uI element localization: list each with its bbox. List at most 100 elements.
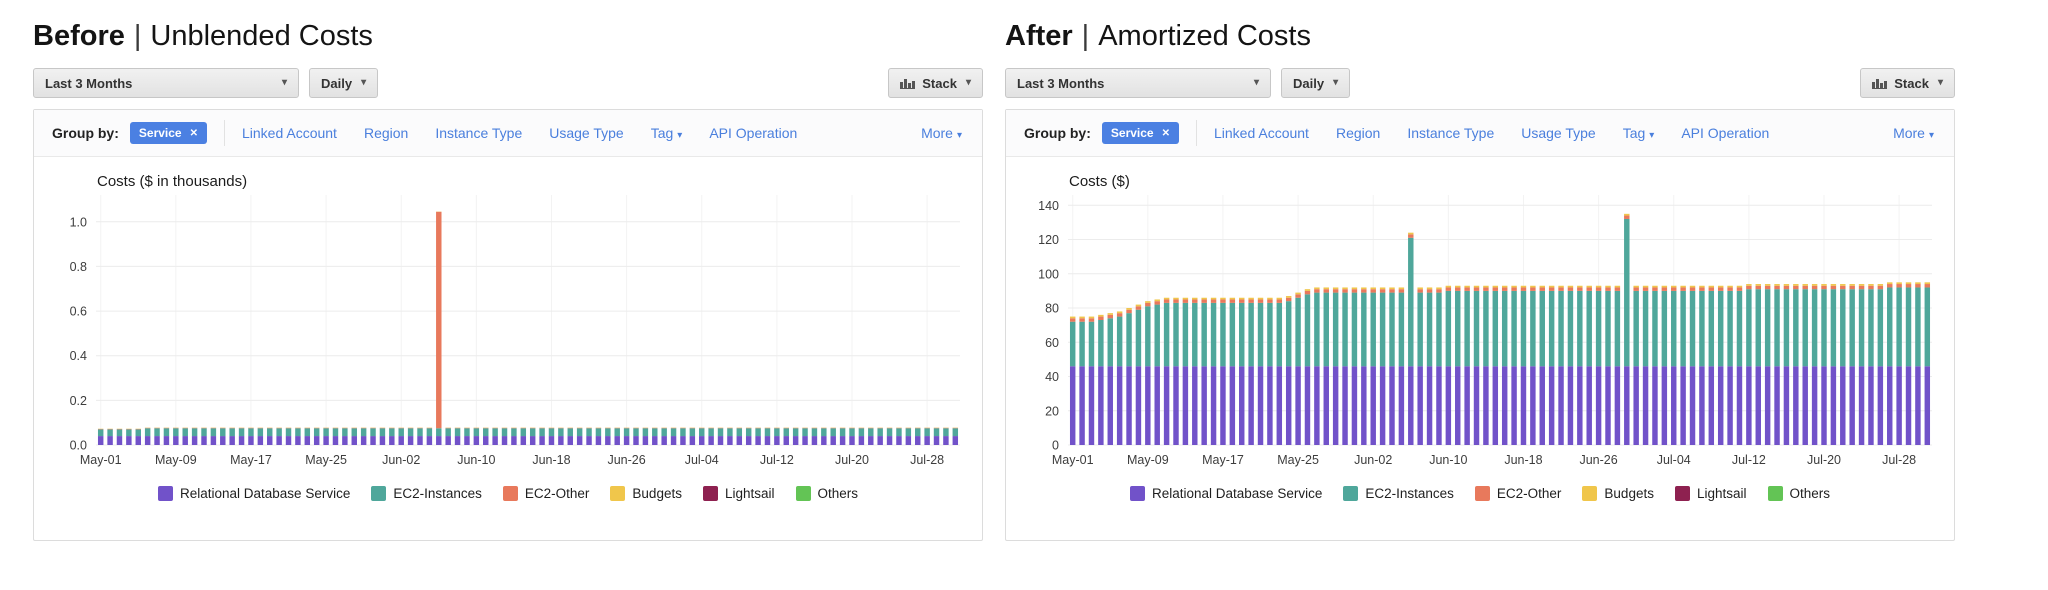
chevron-down-icon: ▾ <box>1333 77 1339 88</box>
close-icon[interactable]: ✕ <box>189 127 198 139</box>
bar-segment <box>220 428 226 437</box>
bar-segment <box>595 436 602 445</box>
legend-label: EC2-Other <box>524 486 590 501</box>
bar-segment <box>1417 292 1423 367</box>
controls-row: Last 3 Months ▾ Daily ▾ Stack ▾ <box>33 68 983 98</box>
bar-segment <box>1652 285 1658 288</box>
y-axis-title: Costs ($) <box>1069 173 1130 190</box>
bar-segment <box>1389 287 1395 290</box>
bar-segment <box>1802 366 1808 445</box>
bar-segment <box>642 428 649 437</box>
divider <box>1195 120 1197 146</box>
group-by-link-usage-type[interactable]: Usage Type <box>549 125 624 141</box>
bar-segment <box>492 436 498 445</box>
bar-segment <box>1295 297 1301 367</box>
bar-segment <box>1229 297 1236 300</box>
bar-segment <box>1408 232 1414 235</box>
bar-segment <box>116 429 123 437</box>
bar-segment <box>1473 285 1480 288</box>
bar-segment <box>1915 282 1921 285</box>
granularity-dropdown[interactable]: Daily ▾ <box>309 68 379 98</box>
bar-segment <box>1595 290 1602 367</box>
bar-segment <box>1774 284 1780 286</box>
chart-type-dropdown[interactable]: Stack ▾ <box>1860 68 1955 98</box>
bar-segment <box>1520 366 1527 445</box>
bar-segment <box>1276 366 1283 445</box>
bar-segment <box>1783 285 1790 290</box>
x-tick-label: Jul-28 <box>1882 453 1916 467</box>
group-by-link-api-operation[interactable]: API Operation <box>1681 125 1770 141</box>
bar-segment <box>1323 289 1329 293</box>
bar-segment <box>755 436 761 445</box>
bar-segment <box>717 428 724 437</box>
group-by-chip-service[interactable]: Service ✕ <box>1101 122 1179 144</box>
group-by-link-region[interactable]: Region <box>363 125 409 141</box>
group-by-link-tag[interactable]: Tag ▾ <box>1623 125 1655 141</box>
chevron-down-icon: ▾ <box>281 77 287 88</box>
group-by-link-linked-account[interactable]: Linked Account <box>1213 125 1309 141</box>
bar-segment <box>1248 302 1254 367</box>
y-tick-label: 100 <box>1038 267 1059 281</box>
bar-segment <box>295 428 301 437</box>
group-by-link-usage-type[interactable]: Usage Type <box>1521 125 1596 141</box>
bar-segment <box>1821 285 1827 290</box>
bar-segment <box>736 428 743 437</box>
bar-segment <box>144 436 151 445</box>
bar-segment <box>1239 297 1245 300</box>
bar-segment <box>1840 285 1846 290</box>
title-bold: Before <box>33 20 125 52</box>
bar-segment <box>1436 292 1442 367</box>
group-by-link-api-operation[interactable]: API Operation <box>709 125 798 141</box>
group-by-link-instance-type[interactable]: Instance Type <box>1407 125 1495 141</box>
bar-segment <box>248 428 254 437</box>
bar-segment <box>924 436 930 445</box>
bar-segment <box>595 428 602 437</box>
bar-segment <box>1088 316 1095 319</box>
bar-segment <box>1802 284 1808 286</box>
legend-swatch <box>1343 486 1359 501</box>
date-range-dropdown[interactable]: Last 3 Months ▾ <box>33 68 299 98</box>
y-tick-label: 0.0 <box>70 439 87 453</box>
bar-segment <box>1445 287 1452 291</box>
close-icon[interactable]: ✕ <box>1161 127 1170 139</box>
bar-segment <box>1173 297 1179 300</box>
group-by-link-instance-type[interactable]: Instance Type <box>435 125 523 141</box>
bar-segment <box>1473 290 1480 367</box>
bar-segment <box>1783 284 1790 286</box>
date-range-dropdown[interactable]: Last 3 Months ▾ <box>1005 68 1271 98</box>
bar-segment <box>1727 287 1733 291</box>
group-by-more-dropdown[interactable]: More ▾ <box>1893 125 1934 141</box>
bar-segment <box>107 436 113 445</box>
group-by-link-tag[interactable]: Tag ▾ <box>651 125 683 141</box>
bar-segment <box>745 428 752 437</box>
bar-segment <box>886 436 893 445</box>
bar-segment <box>1830 285 1837 290</box>
bar-segment <box>1398 289 1405 293</box>
group-by-more-dropdown[interactable]: More ▾ <box>921 125 962 141</box>
bar-segment <box>1802 285 1808 290</box>
bar-segment <box>1379 366 1386 445</box>
bar-segment <box>389 436 395 445</box>
bar-segment <box>1408 234 1414 238</box>
y-tick-label: 0.2 <box>70 394 87 408</box>
bar-segment <box>473 436 480 445</box>
chart-type-dropdown[interactable]: Stack ▾ <box>888 68 983 98</box>
bar-segment <box>1267 297 1273 300</box>
bar-segment <box>670 436 677 445</box>
legend-label: EC2-Instances <box>1365 486 1454 501</box>
bar-segment <box>1642 287 1649 291</box>
group-by-link-linked-account[interactable]: Linked Account <box>241 125 337 141</box>
bar-segment <box>1267 299 1273 303</box>
more-label: More <box>921 125 953 141</box>
bar-segment <box>1887 282 1893 285</box>
group-by-link-region[interactable]: Region <box>1335 125 1381 141</box>
chart-type-value: Stack <box>1894 75 1929 91</box>
bar-segment <box>1924 284 1931 288</box>
bar-segment <box>1455 366 1461 445</box>
bar-segment <box>1501 285 1508 288</box>
bar-segment <box>1577 366 1583 445</box>
bar-segment <box>1586 285 1592 288</box>
group-by-chip-service[interactable]: Service ✕ <box>129 122 207 144</box>
after-panel: After | Amortized Costs Last 3 Months ▾ Da… <box>1005 20 1955 541</box>
granularity-dropdown[interactable]: Daily ▾ <box>1281 68 1351 98</box>
